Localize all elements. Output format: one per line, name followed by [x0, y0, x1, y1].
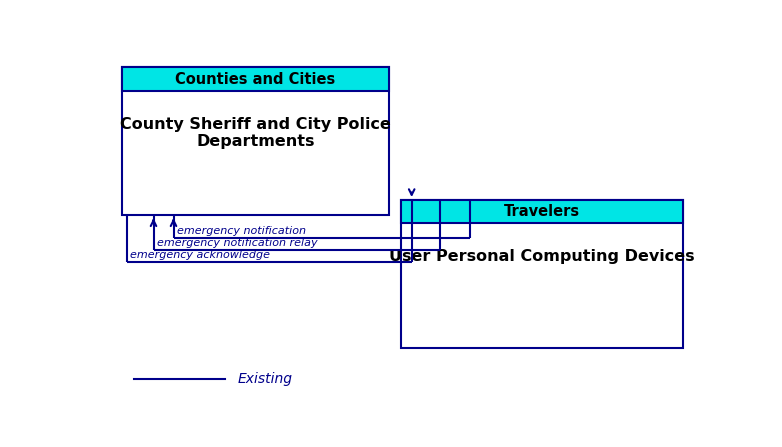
- Text: Existing: Existing: [237, 372, 292, 386]
- Bar: [122, 67, 389, 215]
- Bar: [122, 67, 389, 91]
- Text: County Sheriff and City Police
Departments: County Sheriff and City Police Departmen…: [120, 117, 391, 149]
- Text: emergency notification relay: emergency notification relay: [156, 238, 317, 248]
- Text: Travelers: Travelers: [504, 204, 579, 219]
- Text: User Personal Computing Devices: User Personal Computing Devices: [389, 249, 694, 264]
- Bar: [401, 200, 683, 224]
- Text: emergency notification: emergency notification: [177, 226, 306, 236]
- Bar: [401, 200, 683, 348]
- Text: Counties and Cities: Counties and Cities: [175, 72, 335, 87]
- Text: emergency acknowledge: emergency acknowledge: [130, 250, 270, 260]
